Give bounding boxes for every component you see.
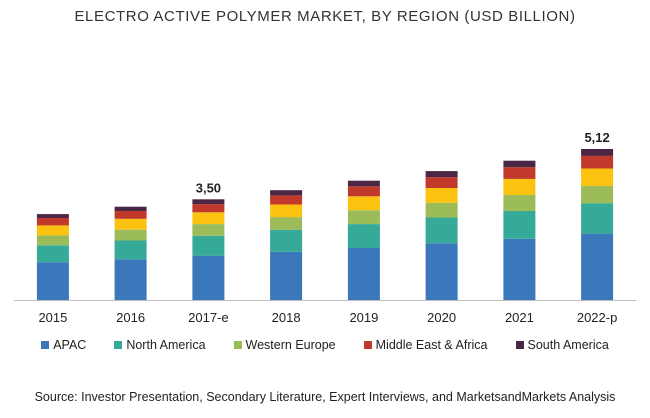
bar-segment-apac-2022-p: [581, 233, 614, 300]
bar-segment-middle-east-africa-2020: [425, 177, 458, 188]
x-tick-label: 2016: [116, 310, 145, 325]
bar-segment-orange-segment-2018: [270, 204, 303, 218]
bar-segment-apac-2019: [347, 247, 380, 300]
legend-swatch: [363, 341, 372, 349]
bar-segment-western-europe-2016: [114, 229, 147, 241]
stacked-bar-chart: 2015 2016 2017-e 2018 2019 2020 2021 2022-p 3,50…: [14, 130, 636, 325]
bar-segment-north-america-2022-p: [581, 203, 614, 234]
bar-segment-western-europe-2022-p: [581, 185, 614, 204]
bar-segment-middle-east-africa-2015: [36, 218, 69, 226]
bar-segment-western-europe-2017-e: [192, 224, 225, 236]
bar-segment-western-europe-2018: [270, 217, 303, 230]
legend-swatch: [114, 341, 123, 349]
bar-segment-north-america-2016: [114, 240, 147, 260]
bar-segment-north-america-2017-e: [192, 235, 225, 256]
legend-label: Western Europe: [245, 338, 336, 352]
legend-item: North America: [114, 338, 206, 352]
bar-segment-north-america-2018: [270, 229, 303, 252]
bar-segment-south-america-2018: [270, 190, 303, 196]
bar-segment-south-america-2019: [347, 180, 380, 187]
bar-segment-middle-east-africa-2022-p: [581, 155, 614, 169]
bar-segment-north-america-2020: [425, 217, 458, 244]
bar-segment-middle-east-africa-2017-e: [192, 204, 225, 213]
bar-segment-orange-segment-2020: [425, 188, 458, 203]
data-label: 3,50: [196, 180, 221, 195]
bar-segment-orange-segment-2017-e: [192, 212, 225, 224]
bar-segment-orange-segment-2015: [36, 225, 69, 236]
source-note: Source: Investor Presentation, Secondary…: [34, 390, 616, 404]
legend-label: Middle East & Africa: [375, 338, 488, 352]
bar-segment-orange-segment-2019: [347, 196, 380, 211]
x-tick-label: 2020: [427, 310, 456, 325]
legend-swatch: [515, 341, 524, 349]
bar-segment-south-america-2016: [114, 206, 147, 211]
bar-segment-south-america-2017-e: [192, 199, 225, 205]
x-tick-label: 2021: [505, 310, 534, 325]
bar-segment-middle-east-africa-2016: [114, 211, 147, 219]
bar-segment-western-europe-2019: [347, 210, 380, 225]
legend-swatch: [233, 341, 242, 349]
bar-segment-middle-east-africa-2019: [347, 186, 380, 197]
x-tick-label: 2018: [272, 310, 301, 325]
bar-segment-north-america-2015: [36, 245, 69, 263]
bar-segment-apac-2018: [270, 251, 303, 300]
bar-segment-orange-segment-2021: [503, 178, 536, 195]
legend-item: Western Europe: [233, 338, 336, 352]
x-tick-label: 2022-p: [577, 310, 617, 325]
bar-segment-apac-2021: [503, 238, 536, 300]
bar-segment-south-america-2015: [36, 214, 69, 218]
bar-segment-middle-east-africa-2018: [270, 195, 303, 205]
bar-segment-apac-2015: [36, 262, 69, 300]
bar-segment-apac-2016: [114, 259, 147, 300]
bar-segment-south-america-2021: [503, 160, 536, 168]
bar-segment-apac-2017-e: [192, 255, 225, 300]
legend-item: Middle East & Africa: [363, 338, 488, 352]
legend-label: South America: [527, 338, 609, 352]
bar-segment-middle-east-africa-2021: [503, 167, 536, 179]
bar-segment-western-europe-2020: [425, 202, 458, 218]
bar-segment-north-america-2019: [347, 224, 380, 248]
x-tick-label: 2019: [349, 310, 378, 325]
legend: APAC North America Western Europe Middle Ea…: [0, 338, 650, 352]
x-tick-label: 2017-e: [188, 310, 228, 325]
legend-label: North America: [126, 338, 206, 352]
legend-label: APAC: [53, 338, 87, 352]
x-tick-label: 2015: [38, 310, 67, 325]
chart-title: ELECTRO ACTIVE POLYMER MARKET, BY REGION…: [74, 8, 576, 25]
bar-segment-south-america-2020: [425, 171, 458, 178]
bar-segment-orange-segment-2016: [114, 218, 147, 230]
bar-segment-western-europe-2021: [503, 195, 536, 212]
bar-segment-orange-segment-2022-p: [581, 168, 614, 186]
data-label: 5,12: [584, 130, 609, 145]
bar-segment-south-america-2022-p: [581, 149, 614, 156]
legend-item: South America: [515, 338, 609, 352]
legend-swatch: [41, 341, 50, 349]
legend-item: APAC: [41, 338, 86, 352]
bar-segment-north-america-2021: [503, 211, 536, 239]
bar-segment-apac-2020: [425, 243, 458, 300]
bar-segment-western-europe-2015: [36, 235, 69, 246]
